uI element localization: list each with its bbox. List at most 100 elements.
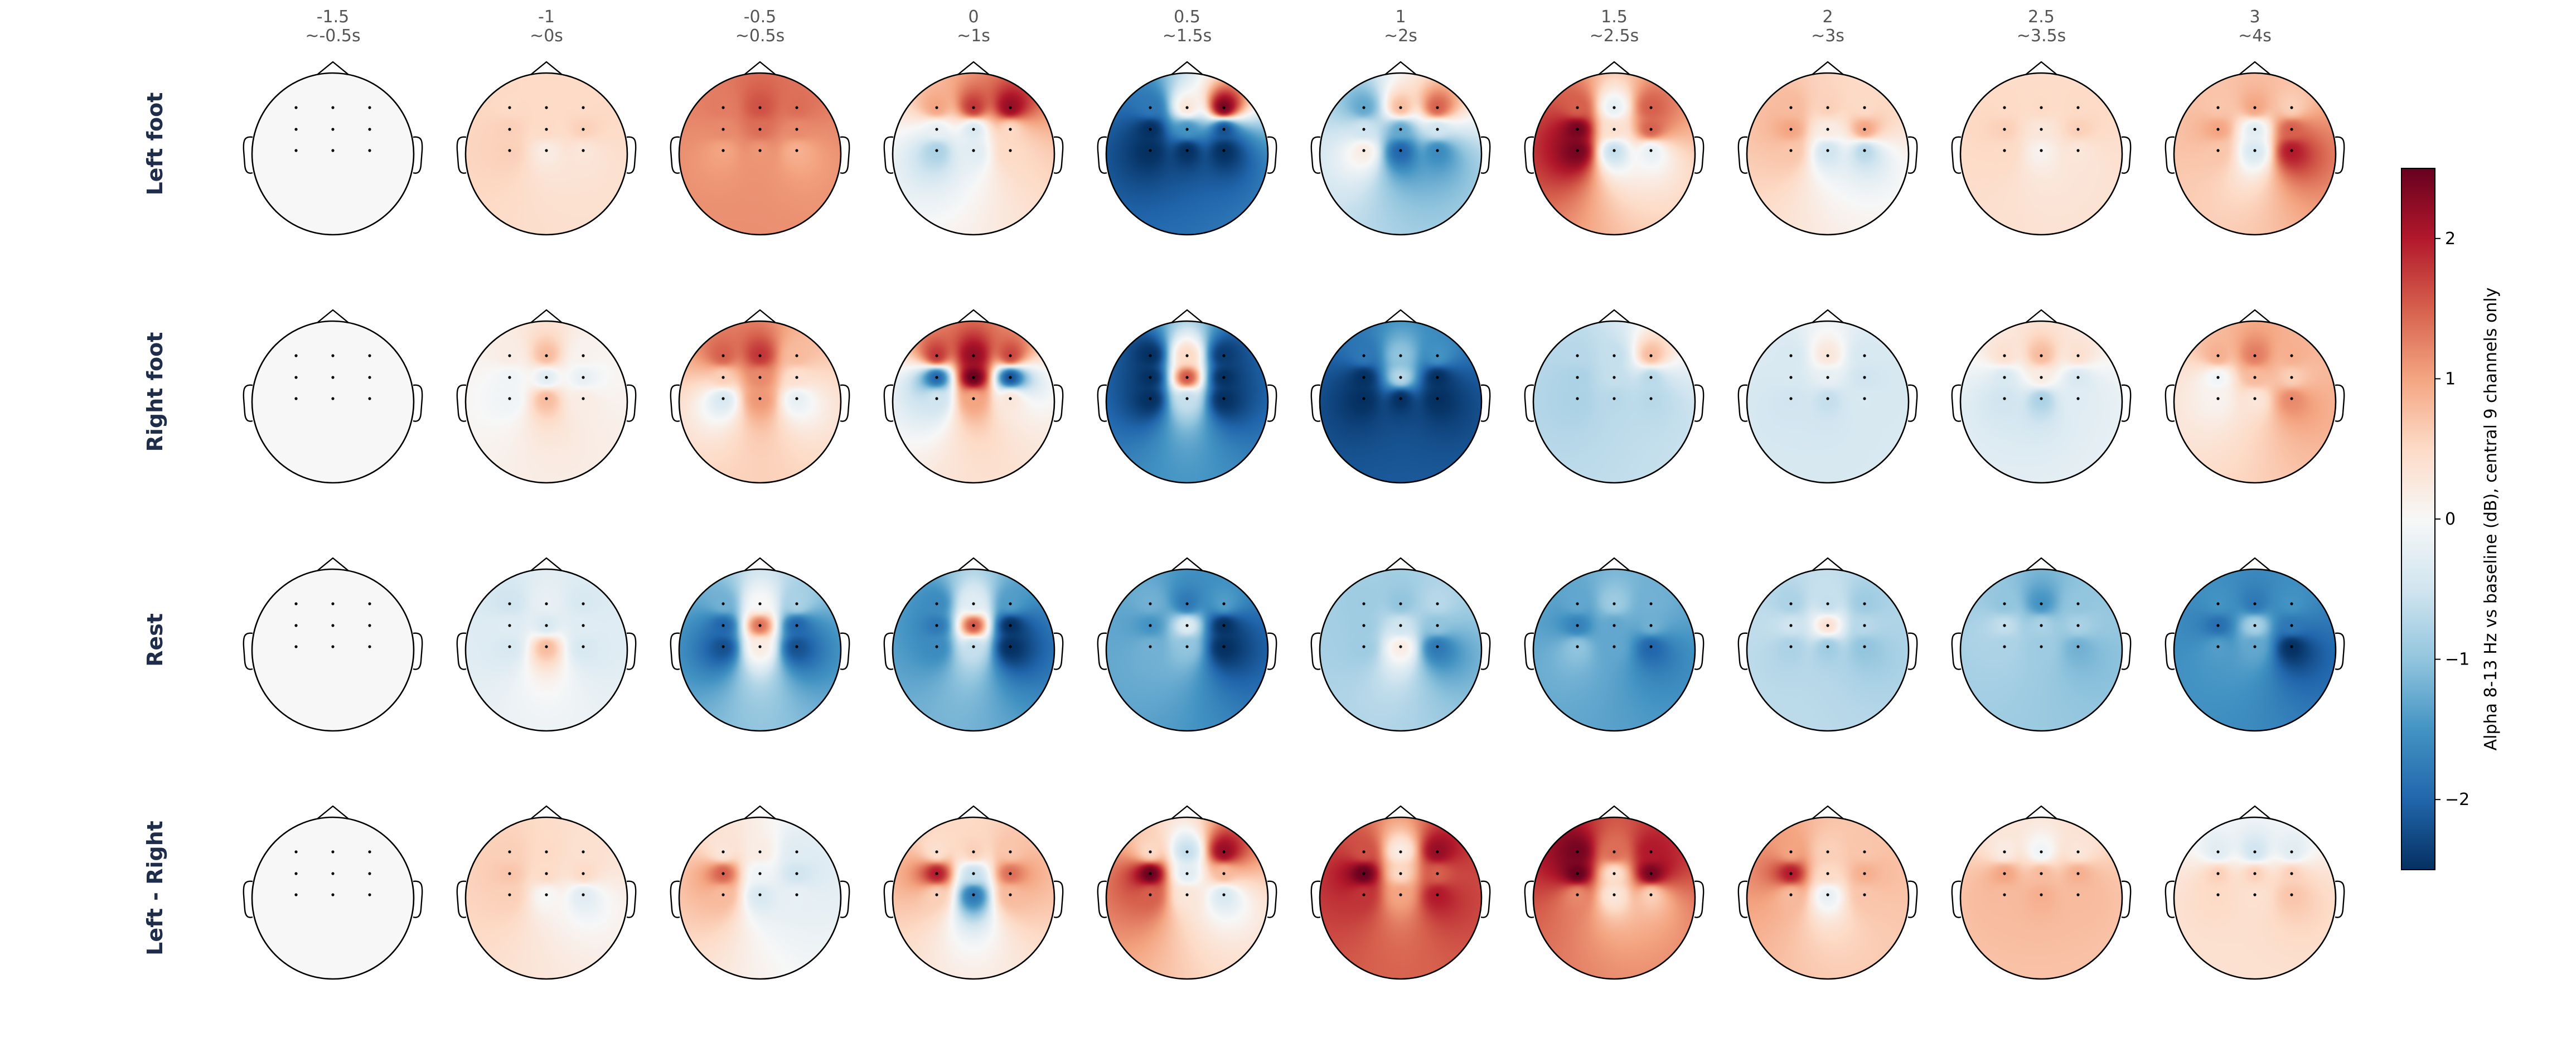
electrode-marker [545, 354, 548, 357]
electrode-marker [972, 354, 975, 357]
electrode-marker [1863, 893, 1866, 896]
nose-outline [1171, 61, 1203, 75]
topomap-field [252, 73, 414, 235]
nose-outline [531, 61, 562, 75]
electrode-marker [758, 376, 762, 379]
nose-outline [317, 805, 348, 819]
head-outline [678, 72, 842, 236]
electrode-marker [1863, 354, 1866, 357]
electrode-marker [1185, 106, 1189, 109]
column-approx-label: ~3s [1811, 26, 1844, 46]
nose-outline [317, 309, 348, 323]
electrode-marker [1789, 354, 1793, 357]
nose-outline [744, 309, 776, 323]
head-outline [1959, 568, 2123, 732]
left-ear-outline [670, 632, 680, 670]
electrode-marker [1185, 872, 1189, 875]
right-ear-outline [1907, 632, 1918, 670]
left-ear-outline [1737, 632, 1748, 670]
right-ear-outline [2335, 880, 2345, 918]
electrode-marker [1009, 893, 1012, 896]
topomap-head [1951, 61, 2132, 236]
column-approx-label: ~4s [2238, 26, 2272, 46]
electrode-marker [795, 602, 798, 605]
topomap-field [466, 817, 627, 979]
left-ear-outline [670, 880, 680, 918]
topomap-head [1310, 805, 1491, 980]
electrode-marker [2040, 397, 2043, 400]
topomap-head [1524, 557, 1705, 732]
electrode-marker [294, 128, 298, 131]
head-outline [251, 320, 415, 484]
colorbar-tick-label: −2 [2445, 790, 2470, 809]
electrode-marker [1222, 354, 1226, 357]
electrode-marker [1399, 106, 1402, 109]
topomap-field [1106, 321, 1268, 483]
nose-outline [958, 61, 989, 75]
electrode-marker [2253, 893, 2257, 896]
electrode-marker [2076, 149, 2080, 152]
left-ear-outline [2165, 136, 2175, 174]
topomap-field [252, 321, 414, 483]
electrode-marker [1613, 149, 1616, 152]
electrode-marker [1362, 872, 1366, 875]
electrode-marker [2003, 893, 2006, 896]
column-time-label: 0.5 [1174, 7, 1200, 27]
electrode-marker [508, 376, 511, 379]
electrode-marker [722, 397, 725, 400]
row-label: Rest [143, 613, 167, 667]
head-outline [1959, 816, 2123, 980]
electrode-marker [972, 397, 975, 400]
nose-outline [1171, 805, 1203, 819]
head-outline [1105, 320, 1269, 484]
topomap-field [466, 321, 627, 483]
electrode-marker [1863, 850, 1866, 854]
electrode-marker [758, 602, 762, 605]
topomap-head [883, 309, 1064, 484]
electrode-marker [972, 645, 975, 648]
electrode-marker [1436, 645, 1439, 648]
electrode-marker [1576, 397, 1579, 400]
topomap-field [679, 73, 841, 235]
electrode-marker [1185, 602, 1189, 605]
electrode-marker [2216, 850, 2220, 854]
topomap-field [1320, 321, 1481, 483]
colorbar-label: Alpha 8-13 Hz vs baseline (dB), central … [2481, 288, 2501, 751]
electrode-marker [1185, 376, 1189, 379]
electrode-marker [294, 872, 298, 875]
right-ear-outline [1267, 136, 1277, 174]
electrode-marker [1222, 645, 1226, 648]
electrode-marker [1863, 149, 1866, 152]
electrode-marker [795, 106, 798, 109]
electrode-marker [2040, 850, 2043, 854]
electrode-marker [795, 850, 798, 854]
right-ear-outline [840, 136, 850, 174]
electrode-marker [1222, 602, 1226, 605]
left-ear-outline [1524, 384, 1534, 422]
column-approx-label: ~1.5s [1163, 26, 1212, 46]
topomap-head [1097, 557, 1277, 732]
electrode-marker [1649, 850, 1653, 854]
electrode-marker [2290, 149, 2293, 152]
electrode-marker [294, 354, 298, 357]
topomap-field [1960, 569, 2122, 731]
electrode-marker [2216, 645, 2220, 648]
column-approx-label: ~2.5s [1590, 26, 1639, 46]
electrode-marker [1185, 149, 1189, 152]
topomap-head [1737, 61, 1918, 236]
electrode-marker [1009, 624, 1012, 627]
nose-outline [317, 557, 348, 571]
left-ear-outline [1737, 384, 1748, 422]
topomap-field [1320, 569, 1481, 731]
topomap-head [1737, 309, 1918, 484]
electrode-marker [1789, 850, 1793, 854]
electrode-marker [1613, 128, 1616, 131]
electrode-marker [1649, 376, 1653, 379]
electrode-marker [545, 397, 548, 400]
head-outline [1532, 72, 1696, 236]
colorbar-tick-label: 2 [2445, 229, 2456, 249]
left-ear-outline [243, 136, 253, 174]
topomap-field [1747, 321, 1909, 483]
right-ear-outline [1694, 880, 1705, 918]
topomap-head [456, 557, 637, 732]
